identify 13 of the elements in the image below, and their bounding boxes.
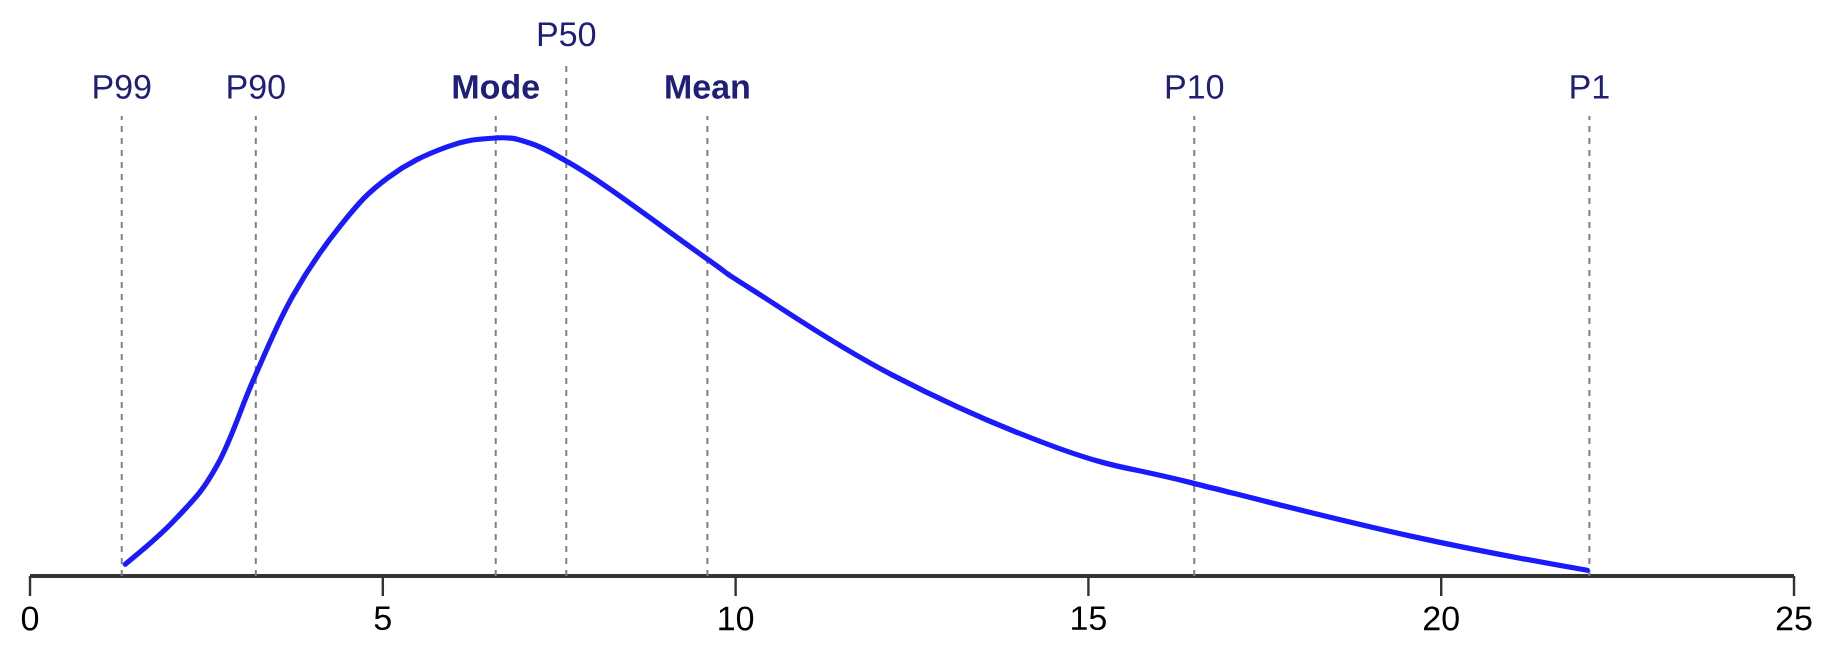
ref-line-label: P50 xyxy=(538,22,596,47)
x-tick-label: 10 xyxy=(719,606,754,631)
ref-line-label: Mode xyxy=(453,73,539,99)
x-tick-label: 25 xyxy=(1776,606,1812,631)
x-tick-label: 15 xyxy=(1072,606,1106,631)
x-tick-label: 20 xyxy=(1424,606,1459,631)
ref-line-label: P90 xyxy=(228,74,285,99)
ref-line-label: Mean xyxy=(666,75,749,99)
x-tick-label: 0 xyxy=(21,606,39,631)
ref-line-label: P1 xyxy=(1571,75,1609,99)
x-tick-label: 5 xyxy=(374,606,391,631)
ref-line-label: P99 xyxy=(94,74,151,99)
ref-line-label: P10 xyxy=(1166,74,1224,99)
